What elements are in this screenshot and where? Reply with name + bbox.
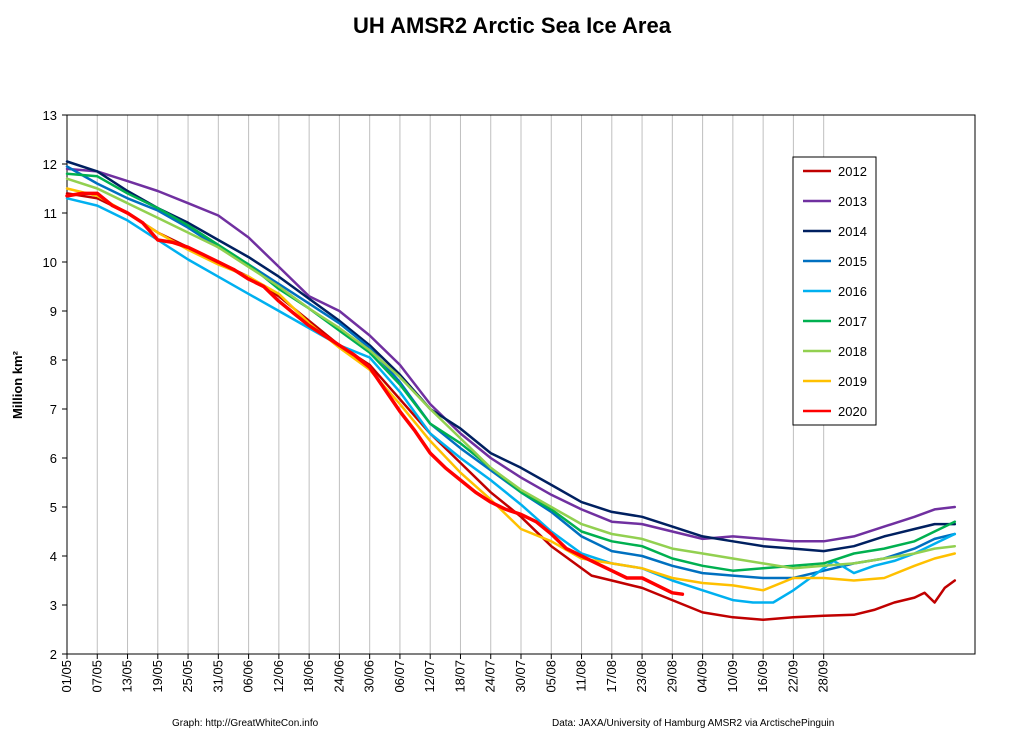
x-tick-label: 23/08: [634, 660, 649, 693]
x-tick-label: 12/06: [271, 660, 286, 693]
footer-credit: Graph: http://GreatWhiteCon.info: [172, 718, 319, 729]
x-tick-label: 13/05: [120, 660, 135, 693]
x-tick-label: 29/08: [664, 660, 679, 693]
chart-title: UH AMSR2 Arctic Sea Ice Area: [353, 13, 672, 38]
series-line-2018: [65, 177, 957, 570]
series-line-2017: [65, 172, 957, 572]
legend-label-2016: 2016: [838, 284, 867, 299]
legend-label-2013: 2013: [838, 194, 867, 209]
series-line-2014: [65, 160, 957, 553]
y-tick-label: 8: [50, 353, 57, 368]
y-tick-label: 5: [50, 500, 57, 515]
x-tick-label: 30/06: [362, 660, 377, 693]
series-line-2016: [65, 197, 957, 604]
x-tick-label: 06/06: [241, 660, 256, 693]
legend-label-2019: 2019: [838, 374, 867, 389]
x-tick-label: 18/07: [452, 660, 467, 693]
legend-label-2017: 2017: [838, 314, 867, 329]
legend-label-2020: 2020: [838, 404, 867, 419]
y-tick-label: 7: [50, 402, 57, 417]
x-tick-label: 24/07: [483, 660, 498, 693]
y-tick-label: 6: [50, 451, 57, 466]
y-tick-label: 11: [44, 206, 58, 221]
y-tick-label: 4: [50, 549, 57, 564]
x-tick-label: 18/06: [301, 660, 316, 693]
y-tick-label: 12: [43, 157, 57, 172]
x-tick-label: 25/05: [180, 660, 195, 693]
y-tick-label: 3: [50, 598, 57, 613]
series-line-2013: [65, 167, 957, 543]
x-tick-label: 16/09: [755, 660, 770, 693]
x-tick-label: 05/08: [543, 660, 558, 693]
x-tick-label: 04/09: [695, 660, 710, 693]
legend: 2012 2013 2014 2015 2016 2017 2018 2019 2020: [792, 156, 877, 426]
series-line-2020: [65, 191, 685, 596]
legend-label-2015: 2015: [838, 254, 867, 269]
x-tick-label: 19/05: [150, 660, 165, 693]
y-tick-label: 10: [43, 255, 57, 270]
legend-label-2018: 2018: [838, 344, 867, 359]
series-lines: [65, 160, 957, 621]
x-tick-label: 17/08: [604, 660, 619, 693]
x-tick-label: 24/06: [331, 660, 346, 693]
x-tick-label: 10/09: [725, 660, 740, 693]
y-axis: 2 3 4 5 6 7 8 9 10 11 12 13: [43, 108, 67, 662]
x-tick-label: 22/09: [785, 660, 800, 693]
legend-label-2012: 2012: [838, 164, 867, 179]
x-tick-label: 30/07: [513, 660, 528, 693]
x-tick-label: 07/05: [89, 660, 104, 693]
y-tick-label: 9: [50, 304, 57, 319]
x-tick-label: 11/08: [574, 660, 589, 692]
x-tick-label: 12/07: [422, 660, 437, 693]
y-tick-label: 13: [43, 108, 57, 123]
x-tick-label: 06/07: [392, 660, 407, 693]
x-tick-label: 28/09: [816, 660, 831, 693]
series-line-2019: [65, 187, 957, 592]
x-tick-label: 31/05: [210, 660, 225, 693]
y-tick-label: 2: [50, 647, 57, 662]
x-tick-label: 01/05: [59, 660, 74, 693]
footer-source: Data: JAXA/University of Hamburg AMSR2 v…: [552, 718, 834, 729]
y-axis-label: Million km²: [10, 350, 25, 419]
x-axis: 01/05 07/05 13/05 19/05 25/05 31/05 06/06 12/06…: [59, 654, 831, 693]
legend-label-2014: 2014: [838, 224, 867, 239]
